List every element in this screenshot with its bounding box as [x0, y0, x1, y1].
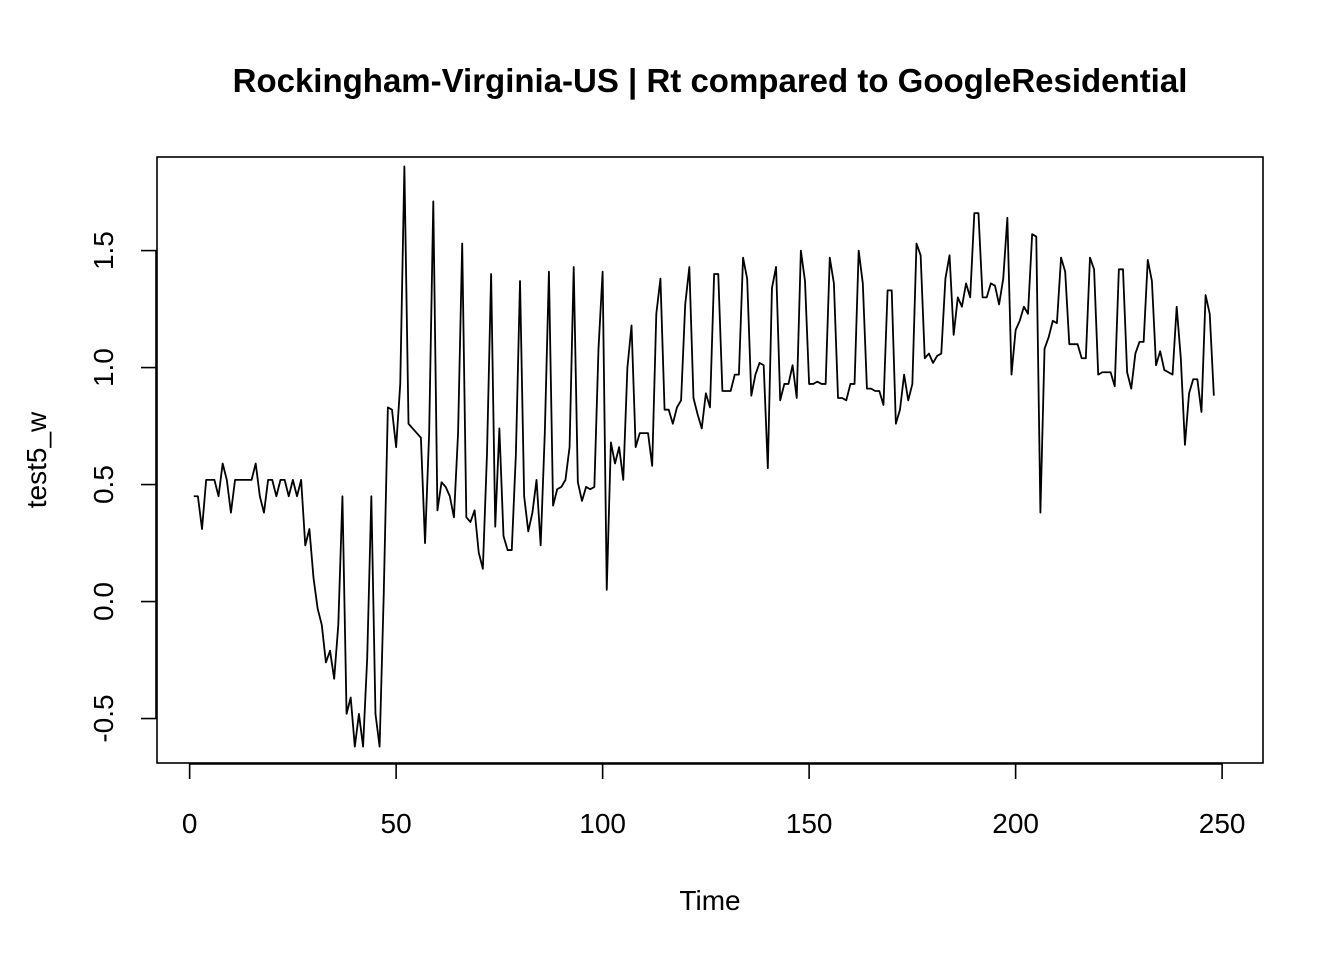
chart-title: Rockingham-Virginia-US | Rt compared to … — [233, 62, 1188, 99]
x-axis: 0 50 100 150 200 250 — [182, 763, 1246, 839]
x-tick-label: 250 — [1199, 808, 1246, 839]
x-tick-label: 50 — [381, 808, 412, 839]
x-axis-title: Time — [679, 885, 740, 916]
series-line — [193, 165, 1215, 748]
x-tick-label: 0 — [182, 808, 198, 839]
y-axis-title: test5_w — [21, 411, 52, 508]
x-tick-label: 200 — [992, 808, 1039, 839]
y-tick-label: 0.5 — [88, 465, 119, 504]
y-tick-label: 1.5 — [88, 231, 119, 270]
x-tick-label: 100 — [579, 808, 626, 839]
y-tick-label: -0.5 — [88, 694, 119, 742]
y-axis: -0.5 0.0 0.5 1.0 1.5 — [88, 231, 157, 743]
x-tick-label: 150 — [786, 808, 833, 839]
y-tick-label: 0.0 — [88, 582, 119, 621]
plot-box — [156, 156, 1264, 764]
y-tick-label: 1.0 — [88, 348, 119, 387]
